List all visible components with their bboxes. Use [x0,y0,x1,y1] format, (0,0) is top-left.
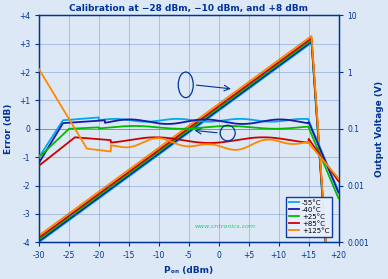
+85°C [182,139,187,142]
-40°C [327,171,332,174]
+25°C [327,176,332,179]
+125°C [37,68,42,71]
Line: +25°C: +25°C [39,126,338,198]
-55°C [175,117,179,121]
+25°C [226,124,231,128]
-55°C [273,120,277,123]
Y-axis label: Error (dB): Error (dB) [4,104,13,154]
+125°C [182,145,187,148]
Line: -40°C: -40°C [39,119,338,193]
-55°C [97,116,101,119]
X-axis label: Pₒₙ (dBm): Pₒₙ (dBm) [164,266,213,275]
+125°C [272,139,277,142]
+25°C [336,197,341,200]
-40°C [52,136,57,139]
+125°C [174,142,179,146]
+125°C [336,177,341,180]
+25°C [52,141,57,144]
Title: Calibration at −28 dBm, −10 dBm, and +8 dBm: Calibration at −28 dBm, −10 dBm, and +8 … [69,4,308,13]
Text: www.cntronics.com: www.cntronics.com [194,224,255,229]
+125°C [327,167,332,170]
+85°C [153,136,158,139]
+85°C [327,167,332,171]
+25°C [327,176,332,180]
-55°C [327,169,332,172]
+85°C [273,136,277,140]
+25°C [174,127,179,130]
+85°C [175,138,179,141]
+25°C [273,127,277,131]
-55°C [37,155,42,159]
-40°C [182,120,187,124]
+85°C [336,180,341,183]
Line: +125°C: +125°C [39,69,338,179]
-55°C [327,169,332,173]
-40°C [336,191,341,194]
+85°C [52,152,57,155]
Y-axis label: Output Voltage (V): Output Voltage (V) [375,81,384,177]
-55°C [336,189,341,193]
+25°C [182,127,187,131]
-40°C [327,170,332,174]
+85°C [327,167,332,170]
+125°C [327,166,332,170]
-40°C [272,118,277,121]
Line: +85°C: +85°C [39,137,338,181]
-40°C [37,161,42,165]
-40°C [278,118,282,121]
-40°C [174,122,179,125]
+85°C [37,164,42,167]
+125°C [52,93,57,96]
Legend: -55°C, -40°C, +25°C, +85°C, +125°C: -55°C, -40°C, +25°C, +85°C, +125°C [286,197,332,237]
-55°C [182,117,187,121]
-55°C [52,132,57,135]
Line: -55°C: -55°C [39,117,338,191]
+25°C [37,155,42,159]
